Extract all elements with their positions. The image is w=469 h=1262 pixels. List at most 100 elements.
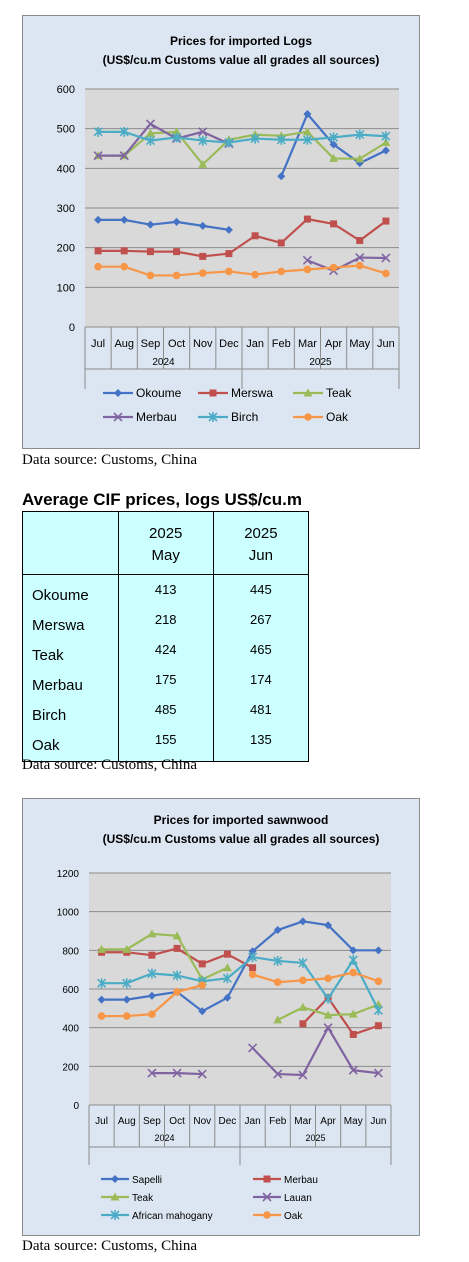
sawnwood-chart-svg: Prices for imported sawnwood (US$/cu.m Cu… (57, 813, 392, 1222)
data-point (298, 1002, 308, 1011)
x-tick-label: Jan (245, 1116, 261, 1127)
x-tick-label: Aug (114, 338, 134, 350)
data-point (172, 217, 181, 226)
legend-marker (111, 1175, 119, 1183)
data-point (97, 944, 107, 953)
data-point (146, 271, 155, 280)
legend-label: Merbau (136, 410, 177, 424)
data-point (276, 134, 286, 145)
sawnwood-data-source: Data source: Customs, China (22, 1238, 197, 1254)
legend-marker (110, 1192, 120, 1201)
series-line (101, 955, 380, 1011)
y-tick-label: 0 (69, 322, 75, 334)
price-value: 481 (250, 702, 272, 717)
data-point (198, 269, 207, 277)
price-value: 445 (250, 582, 272, 597)
data-point (273, 1069, 283, 1079)
legend-label: Lauan (284, 1193, 312, 1204)
data-point (374, 1022, 382, 1030)
y-tick-label: 600 (62, 985, 79, 996)
data-point (329, 153, 339, 162)
data-point (302, 134, 312, 145)
data-point (148, 951, 156, 959)
data-point (373, 1005, 383, 1016)
series-line (98, 122, 230, 157)
legend-item: Merswa (198, 386, 273, 400)
cif-price-table: 2025 May 2025 Jun Okoume Merswa Teak Mer… (22, 511, 310, 762)
x-tick-label: Aug (118, 1116, 136, 1127)
data-point (329, 140, 338, 149)
data-point (381, 131, 391, 142)
x-tick-label: Nov (193, 338, 213, 350)
legend-marker (263, 1211, 271, 1219)
data-point (146, 220, 155, 229)
y-tick-label: 200 (57, 243, 75, 255)
legend-marker (304, 413, 312, 421)
data-point (248, 1043, 258, 1053)
data-point (146, 248, 154, 256)
data-point (198, 981, 207, 989)
x-tick-label: May (349, 338, 370, 350)
data-point (147, 968, 157, 979)
data-point (173, 248, 181, 256)
species-label: Merswa (32, 617, 85, 634)
data-point (122, 1012, 131, 1020)
series-african-mahogany (97, 952, 383, 1016)
header-month: Jun (248, 547, 273, 564)
species-label: Okoume (32, 587, 89, 604)
species-label: Oak (32, 737, 60, 754)
legend-item: Teak (101, 1192, 154, 1204)
data-point (173, 944, 181, 952)
data-point (119, 126, 129, 137)
data-point (302, 255, 312, 265)
data-point (323, 1010, 333, 1019)
y-tick-label: 1000 (57, 908, 80, 919)
series-line (252, 971, 379, 984)
x-tick-label: Dec (219, 1116, 237, 1127)
data-point (249, 964, 257, 972)
species-column: Okoume Merswa Teak Merbau Birch Oak (22, 574, 119, 762)
x-tick-label: Nov (193, 1116, 211, 1127)
y-tick-label: 300 (57, 203, 75, 215)
legend-item: Merbau (253, 1175, 318, 1186)
data-point (199, 252, 207, 260)
data-point (277, 239, 285, 247)
data-point (172, 1068, 182, 1078)
data-point (299, 1020, 307, 1028)
y-tick-label: 100 (57, 282, 75, 294)
data-point (198, 221, 207, 230)
data-point (122, 944, 132, 953)
series-oak (97, 968, 383, 1020)
y-tick-label: 1200 (57, 869, 80, 880)
chart-title: Prices for imported sawnwood (154, 813, 329, 827)
series-line (101, 932, 228, 981)
data-point (224, 137, 234, 148)
legend-item: Oak (293, 410, 349, 424)
legend-marker (262, 1192, 272, 1202)
data-point (381, 253, 391, 263)
x-tick-label: Oct (168, 338, 185, 350)
data-point (147, 929, 157, 938)
species-label: Birch (32, 707, 67, 724)
data-point (148, 1010, 156, 1018)
x-tick-label: Oct (169, 1116, 185, 1127)
price-value: 175 (154, 672, 177, 687)
x-tick-label: Jul (91, 338, 105, 350)
data-point (374, 946, 383, 955)
data-point (251, 270, 259, 279)
data-point (145, 119, 155, 129)
data-point (94, 262, 102, 271)
x-tick-label: Sep (141, 338, 161, 350)
data-point (172, 132, 182, 143)
data-point (222, 973, 232, 984)
data-point (330, 220, 338, 228)
data-point (348, 1065, 358, 1075)
data-point (302, 127, 312, 136)
data-point (223, 950, 231, 958)
chart-subtitle: (US$/cu.m Customs value all grades all s… (103, 53, 380, 67)
chart-subtitle: (US$/cu.m Customs value all grades all s… (103, 832, 380, 846)
data-point (298, 1070, 308, 1080)
table-header-row: 2025 May 2025 Jun (22, 511, 310, 575)
x-tick-label: Mar (298, 338, 317, 350)
data-point (198, 159, 208, 168)
